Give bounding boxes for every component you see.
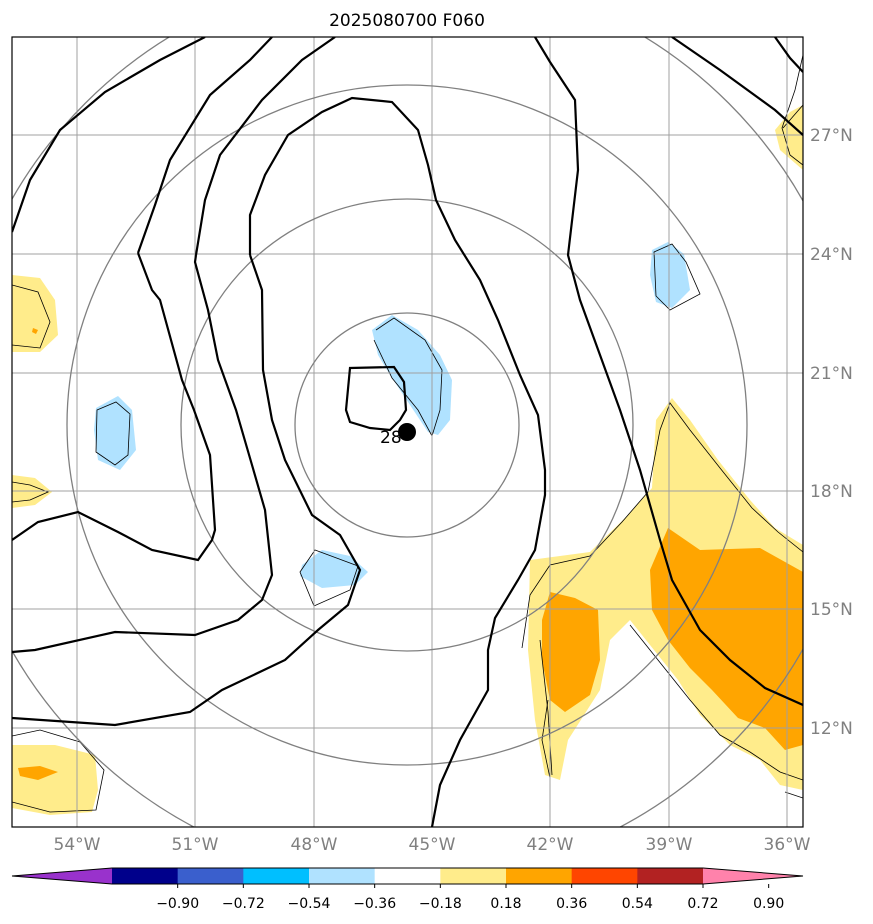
colorbar-extend-high [703,868,803,884]
colorbar-tick-label: −0.72 [222,896,265,912]
map-area: 28 [12,37,803,827]
colorbar-tick-label: −0.54 [288,896,331,912]
colorbar-segment [506,868,573,884]
shaded-field [12,105,803,815]
lon-label: 54°W [54,835,101,855]
colorbar-segment [637,868,704,884]
lat-label: 15°N [810,600,853,620]
colorbar-tick-label: 0.18 [490,896,521,912]
colorbar-extend-low [12,868,112,884]
latitude-labels: 27°N 24°N 21°N 18°N 15°N 12°N [810,126,853,739]
lon-label: 39°W [646,835,693,855]
lon-label: 36°W [764,835,811,855]
yellow-region-ne [775,105,803,170]
lat-label: 27°N [810,126,853,146]
orange-dot-west [32,328,38,334]
lon-label: 51°W [172,835,219,855]
colorbar-segment [571,868,638,884]
lon-label: 45°W [409,835,456,855]
lat-label: 21°N [810,364,853,384]
colorbar-segment [309,868,376,884]
lon-label: 48°W [291,835,338,855]
colorbar-tick-label: −0.36 [353,896,396,912]
lat-label: 24°N [810,245,853,265]
colorbar-segment [440,868,507,884]
colorbar: −0.90 −0.72 −0.54 −0.36 −0.18 0.18 0.36 0.54 0.7… [11,867,804,912]
blue-region-west [94,396,136,470]
colorbar-tick-label: 0.72 [687,896,718,912]
figure-title: 2025080700 F060 [329,11,485,31]
longitude-labels: 54°W 51°W 48°W 45°W 42°W 39°W 36°W [54,835,811,855]
orange-region-east [650,528,803,750]
map-frame [11,36,804,828]
orange-region-south [542,592,600,712]
lat-lon-grid [12,37,803,827]
blue-region-south [300,550,368,588]
blue-region-ne [650,242,690,308]
colorbar-outline [11,867,804,885]
colorbar-segment [177,868,244,884]
blue-region-center [372,315,452,435]
contour-label: 28 [380,428,402,448]
colorbar-tick-label: 0.36 [556,896,587,912]
yellow-region-west [12,275,58,352]
thick-contours [12,37,803,827]
colorbar-tick-label: −0.90 [156,896,199,912]
colorbar-tick-label: 0.90 [753,896,784,912]
storm-center-marker [398,423,416,441]
lat-label: 18°N [810,482,853,502]
colorbar-tick-label: −0.18 [419,896,462,912]
orange-region-sw [18,766,58,780]
colorbar-tick-label: 0.54 [622,896,653,912]
colorbar-segment [374,868,441,884]
lat-label: 12°N [810,719,853,739]
lon-label: 42°W [527,835,574,855]
range-rings [12,37,803,827]
yellow-region-sw [12,745,98,815]
colorbar-segment [112,868,179,884]
colorbar-segment [243,868,310,884]
